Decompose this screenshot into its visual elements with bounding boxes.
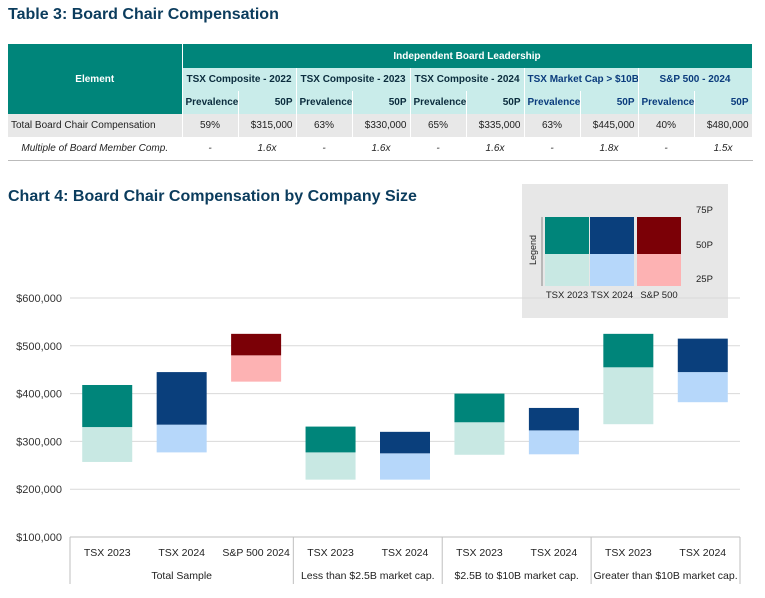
table-cell: 59% bbox=[182, 114, 239, 137]
bar-25p-50p bbox=[380, 453, 430, 480]
legend-swatch-50p-75p bbox=[545, 217, 589, 254]
x-tick-label: TSX 2024 bbox=[382, 547, 429, 559]
y-tick-label: $300,000 bbox=[16, 436, 62, 448]
sub-header-prevalence: Prevalence bbox=[638, 91, 695, 114]
table-cell: 65% bbox=[410, 114, 467, 137]
bar-50p-75p bbox=[380, 431, 430, 454]
bar-25p-50p bbox=[305, 452, 356, 480]
table-cell: 1.6x bbox=[466, 137, 525, 161]
sub-header-50p: 50P bbox=[352, 91, 411, 114]
bar-25p-50p bbox=[82, 427, 133, 462]
legend-level-label: 50P bbox=[696, 240, 713, 251]
bar-50p-75p bbox=[528, 407, 579, 431]
table-cell: - bbox=[296, 137, 353, 161]
legend-swatch-25p-50p bbox=[590, 254, 634, 286]
bar-25p-50p bbox=[156, 424, 207, 453]
group-header: Independent Board Leadership bbox=[182, 44, 753, 68]
table-cell: 1.6x bbox=[352, 137, 411, 161]
table-row: Total Board Chair Compensation 59% $315,… bbox=[8, 114, 753, 137]
chart-title: Chart 4: Board Chair Compensation by Com… bbox=[8, 188, 417, 205]
table-cell: $445,000 bbox=[580, 114, 639, 137]
bar-25p-50p bbox=[603, 367, 654, 425]
bar-50p-75p bbox=[305, 426, 356, 453]
x-tick-label: TSX 2023 bbox=[605, 547, 652, 559]
sub-header-50p: 50P bbox=[238, 91, 297, 114]
legend-series-label: S&P 500 bbox=[640, 290, 677, 301]
table-cell: 40% bbox=[638, 114, 695, 137]
x-group-label: Greater than $10B market cap. bbox=[593, 570, 737, 582]
x-group-label: $2.5B to $10B market cap. bbox=[455, 570, 579, 582]
y-tick-label: $100,000 bbox=[16, 532, 62, 544]
bar-50p-75p bbox=[231, 333, 282, 356]
table-cell: 63% bbox=[296, 114, 353, 137]
table-cell: - bbox=[182, 137, 239, 161]
y-tick-label: $500,000 bbox=[16, 341, 62, 353]
row-label: Multiple of Board Member Comp. bbox=[8, 137, 183, 161]
bar-50p-75p bbox=[603, 333, 654, 368]
sub-header-prevalence: Prevalence bbox=[410, 91, 467, 114]
x-tick-label: TSX 2023 bbox=[456, 547, 503, 559]
x-group-label: Total Sample bbox=[151, 570, 212, 582]
table-cell: $335,000 bbox=[466, 114, 525, 137]
board-chair-compensation-table: Element Independent Board Leadership TSX… bbox=[8, 44, 753, 161]
table-cell: - bbox=[524, 137, 581, 161]
y-tick-label: $400,000 bbox=[16, 389, 62, 401]
sub-header-prevalence: Prevalence bbox=[296, 91, 353, 114]
x-tick-label: TSX 2023 bbox=[307, 547, 354, 559]
row-label: Total Board Chair Compensation bbox=[8, 114, 183, 137]
column-header: TSX Composite - 2023 bbox=[296, 68, 411, 91]
legend-title: Legend bbox=[528, 235, 538, 265]
y-tick-label: $600,000 bbox=[16, 293, 62, 305]
legend-swatch-25p-50p bbox=[637, 254, 681, 286]
legend-swatch-50p-75p bbox=[590, 217, 634, 254]
sub-header-50p: 50P bbox=[694, 91, 753, 114]
table-cell: 63% bbox=[524, 114, 581, 137]
legend-series-label: TSX 2023 bbox=[546, 290, 588, 301]
table-cell: $315,000 bbox=[238, 114, 297, 137]
legend-level-label: 75P bbox=[696, 205, 713, 216]
x-tick-label: S&P 500 2024 bbox=[222, 547, 290, 559]
bar-50p-75p bbox=[82, 384, 133, 428]
legend-swatch-50p-75p bbox=[637, 217, 681, 254]
element-header: Element bbox=[8, 44, 183, 114]
x-tick-label: TSX 2024 bbox=[531, 547, 578, 559]
table-cell: 1.6x bbox=[238, 137, 297, 161]
x-tick-label: TSX 2024 bbox=[158, 547, 205, 559]
sub-header-50p: 50P bbox=[466, 91, 525, 114]
x-tick-label: TSX 2024 bbox=[679, 547, 726, 559]
sub-header-prevalence: Prevalence bbox=[524, 91, 581, 114]
bar-25p-50p bbox=[528, 430, 579, 455]
legend-level-label: 25P bbox=[696, 274, 713, 285]
bar-25p-50p bbox=[231, 355, 282, 382]
table-cell: 1.8x bbox=[580, 137, 639, 161]
legend-series-label: TSX 2024 bbox=[591, 290, 633, 301]
sub-header-prevalence: Prevalence bbox=[182, 91, 239, 114]
column-header: S&P 500 - 2024 bbox=[638, 68, 753, 91]
column-header: TSX Composite - 2024 bbox=[410, 68, 525, 91]
bar-50p-75p bbox=[677, 338, 728, 373]
column-header: TSX Composite - 2022 bbox=[182, 68, 297, 91]
column-header: TSX Market Cap > $10B bbox=[524, 68, 639, 91]
table-cell: 1.5x bbox=[694, 137, 753, 161]
sub-header-50p: 50P bbox=[580, 91, 639, 114]
x-tick-label: TSX 2023 bbox=[84, 547, 131, 559]
bar-50p-75p bbox=[156, 372, 207, 425]
table-row: Multiple of Board Member Comp. - 1.6x - … bbox=[8, 137, 753, 161]
y-tick-label: $200,000 bbox=[16, 484, 62, 496]
x-group-label: Less than $2.5B market cap. bbox=[301, 570, 435, 582]
bar-25p-50p bbox=[454, 422, 505, 455]
bar-25p-50p bbox=[677, 372, 728, 403]
table-title: Table 3: Board Chair Compensation bbox=[8, 6, 279, 23]
table-cell: $330,000 bbox=[352, 114, 411, 137]
bar-50p-75p bbox=[454, 393, 505, 423]
table-cell: $480,000 bbox=[694, 114, 753, 137]
table-cell: - bbox=[638, 137, 695, 161]
legend-swatch-25p-50p bbox=[545, 254, 589, 286]
table-cell: - bbox=[410, 137, 467, 161]
